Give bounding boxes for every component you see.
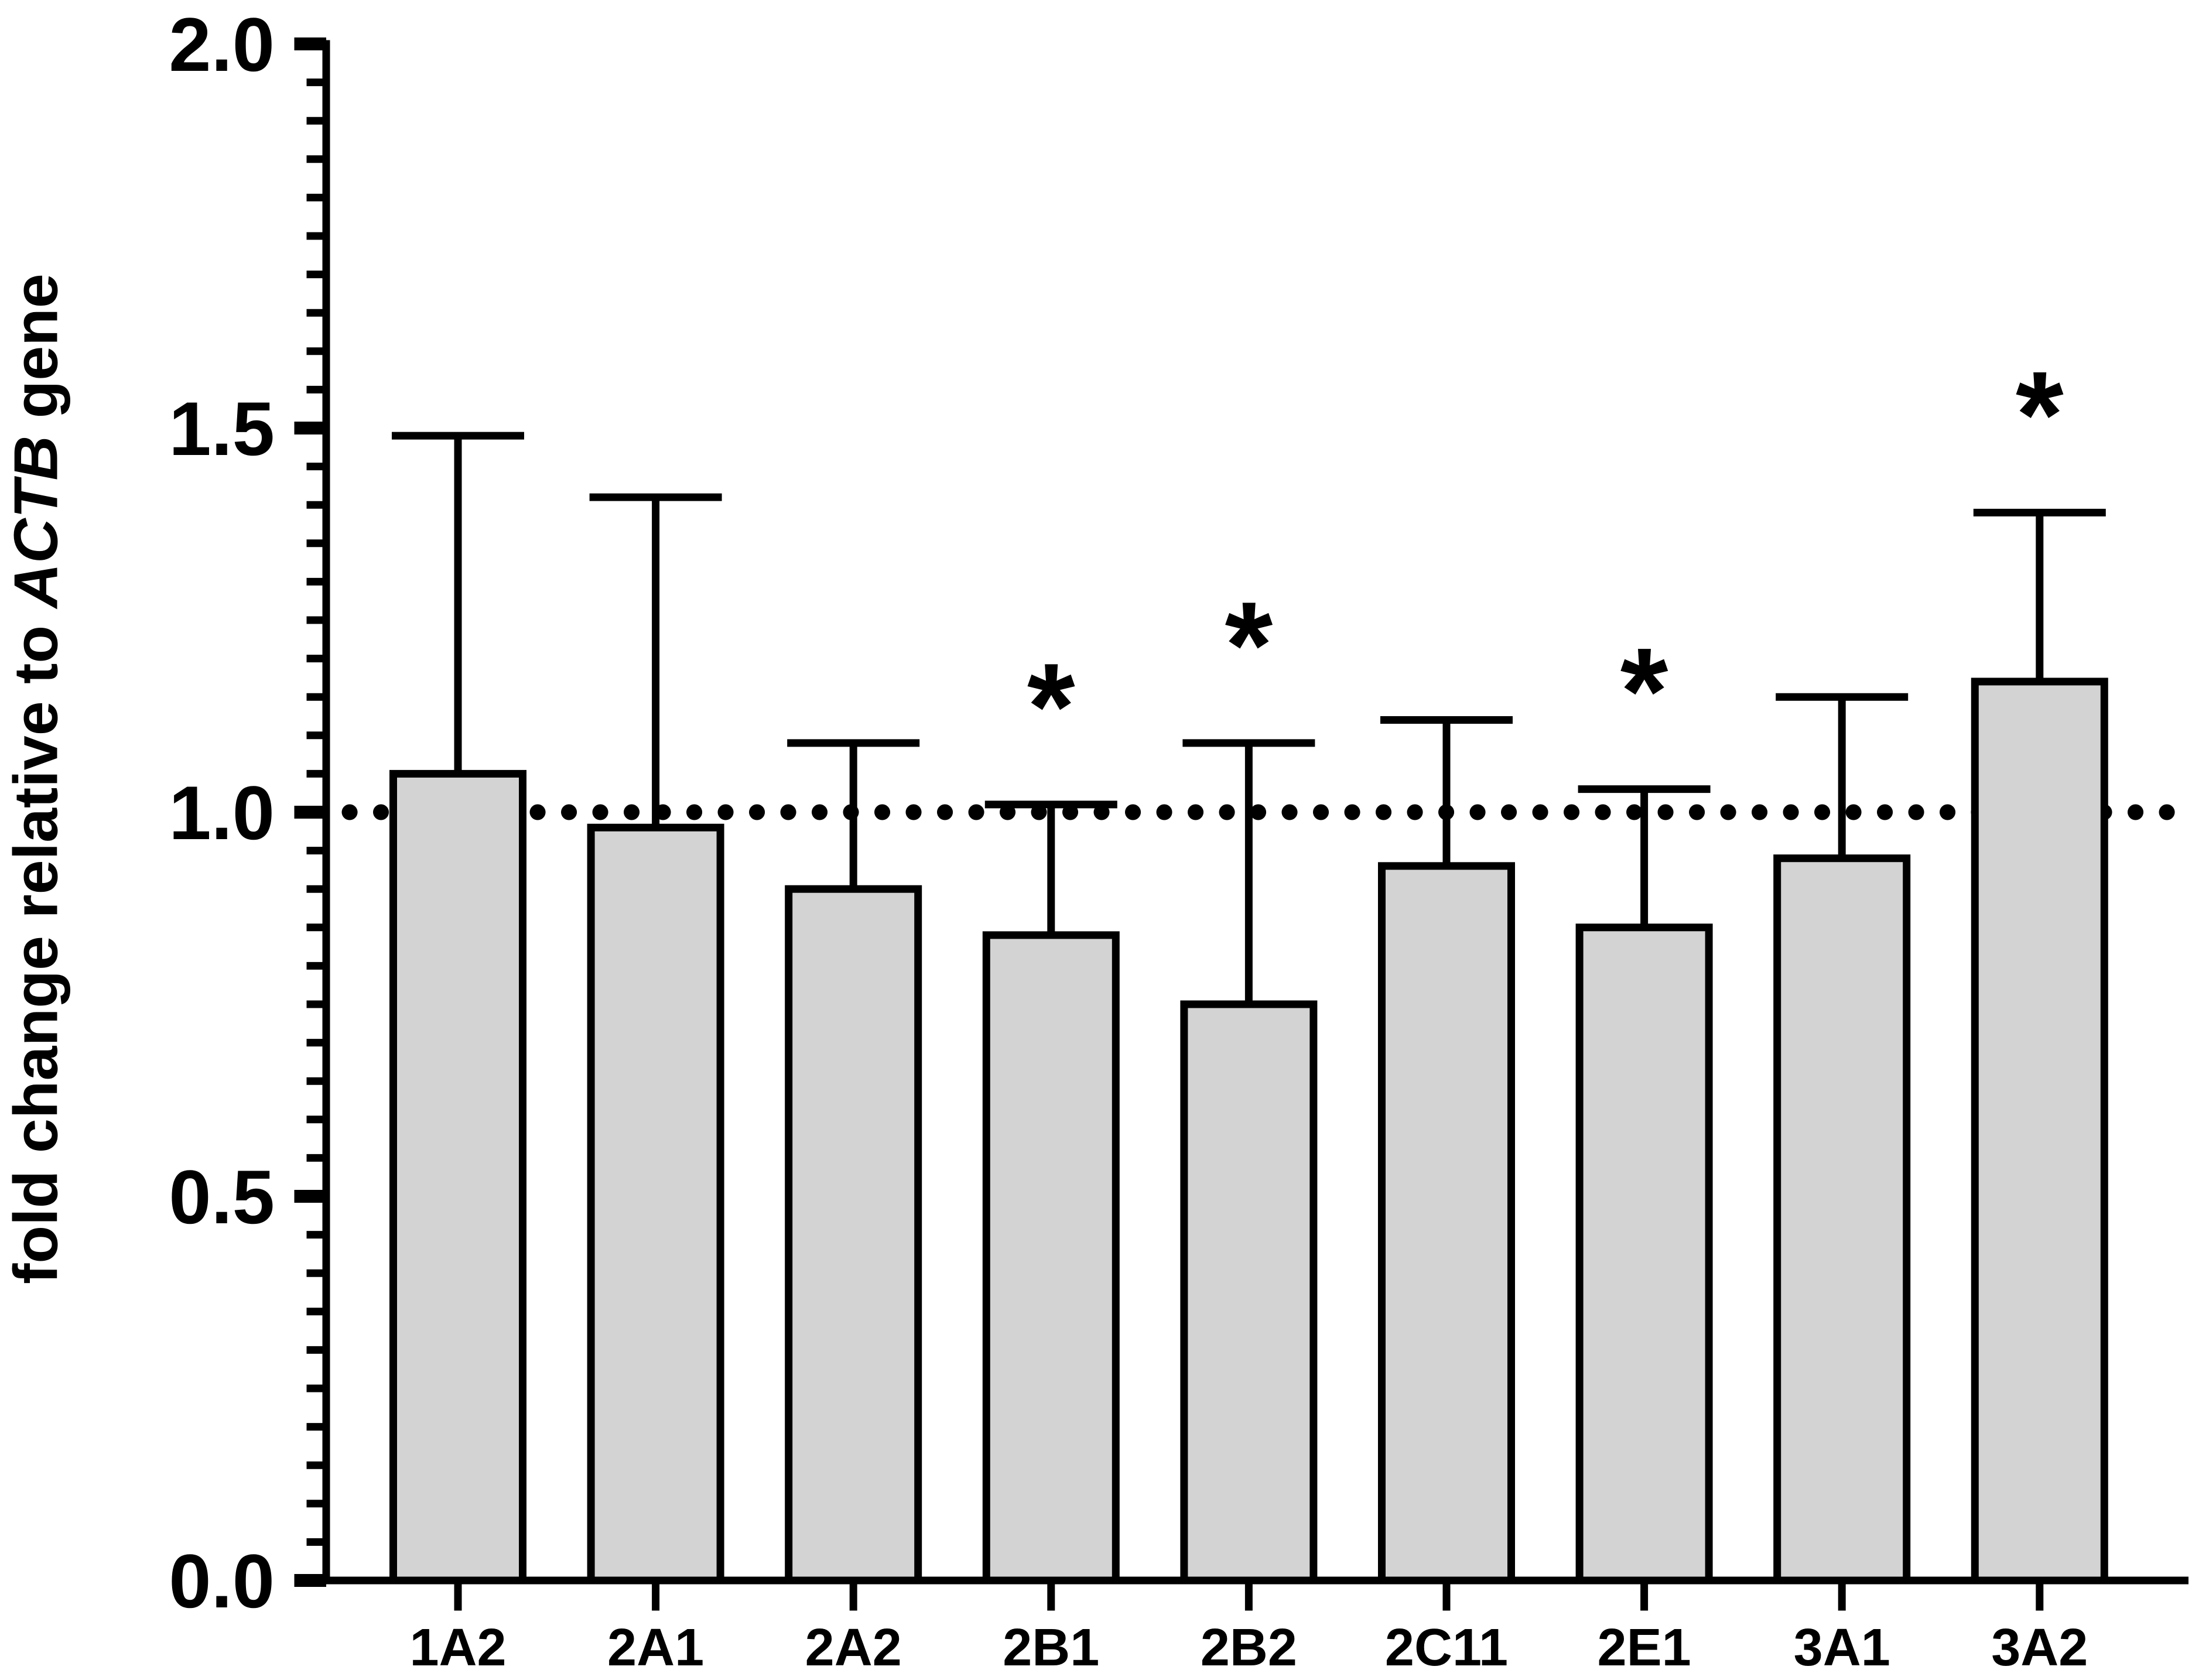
y-axis-title-gene: ACTB [1, 435, 71, 608]
significance-asterisk-3A2: * [2016, 345, 2064, 483]
bar-3A1 [1773, 854, 1911, 1585]
x-axis-label-2C11: 2C11 [1385, 1619, 1508, 1677]
bar-1A2 [389, 769, 526, 1585]
significance-asterisk-2E1: * [1620, 622, 1668, 760]
x-axis-label-2B2: 2B2 [1201, 1619, 1297, 1677]
bar-2C11 [1378, 862, 1515, 1585]
bar-3A2 [1971, 678, 2108, 1585]
x-axis-label-3A1: 3A1 [1794, 1619, 1890, 1677]
significance-asterisk-2B1: * [1027, 638, 1075, 775]
bar-2B2 [1180, 1000, 1318, 1585]
x-axis-label-1A2: 1A2 [409, 1619, 506, 1677]
y-axis-tick-label: 0.5 [169, 1154, 275, 1240]
y-axis-title-prefix: fold change relative to [1, 608, 71, 1284]
bar-2A2 [785, 885, 922, 1585]
y-axis-tick-label: 0.0 [169, 1538, 275, 1624]
x-axis-label-2A1: 2A1 [607, 1619, 704, 1677]
x-axis-label-2E1: 2E1 [1598, 1619, 1691, 1677]
bar-2E1 [1575, 923, 1713, 1585]
bar-2A1 [587, 823, 724, 1585]
significance-asterisk-2B2: * [1225, 576, 1273, 714]
bar-2B1 [982, 931, 1120, 1585]
x-axis-label-3A2: 3A2 [1991, 1619, 2088, 1677]
x-axis-label-2B1: 2B1 [1003, 1619, 1099, 1677]
y-axis-title-suffix: gene [1, 273, 71, 436]
y-axis-title: fold change relative to ACTB gene [1, 273, 72, 1284]
y-axis-tick-label: 2.0 [169, 2, 275, 87]
y-axis-tick-label: 1.0 [169, 770, 275, 856]
y-axis-tick-label: 1.5 [169, 386, 275, 471]
x-axis-label-2A2: 2A2 [805, 1619, 902, 1677]
